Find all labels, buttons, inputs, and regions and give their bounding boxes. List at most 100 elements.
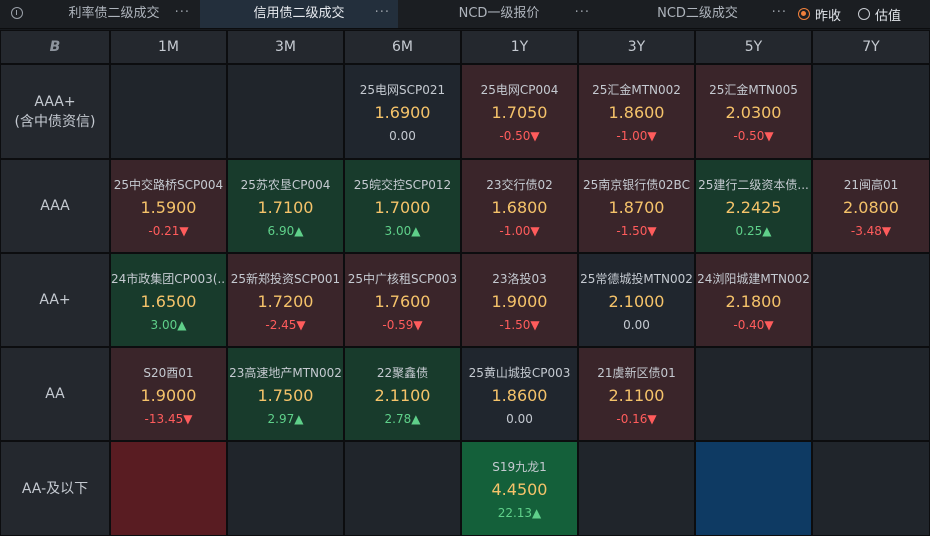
more-icon[interactable]: ··· (174, 5, 190, 20)
radio-checked-icon[interactable] (798, 8, 810, 20)
tab-ncd-secondary[interactable]: NCD二级成交 ··· (600, 0, 795, 28)
bond-yield: 1.7500 (257, 386, 314, 405)
bond-yield: 2.1100 (608, 386, 665, 405)
bond-quote-cell[interactable]: 25南京银行债02BC 1.8700 -1.50▼ (578, 159, 695, 253)
tab-ncd-primary-quote[interactable]: NCD一级报价 ··· (400, 0, 598, 28)
bond-yield: 1.7600 (374, 292, 431, 311)
bond-quote-cell[interactable]: 25汇金MTN002 1.8600 -1.00▼ (578, 64, 695, 159)
bond-quote-cell[interactable]: 24浏阳城建MTN002 2.1800 -0.40▼ (695, 253, 812, 347)
brand-logo-icon: B (49, 39, 61, 55)
column-header-5y[interactable]: 5Y (695, 30, 812, 64)
empty-cell (227, 64, 344, 159)
bond-quote-cell[interactable]: S20酉01 1.9000 -13.45▼ (110, 347, 227, 441)
bond-quote-cell[interactable]: 23高速地产MTN002 1.7500 2.97▲ (227, 347, 344, 441)
bond-quote-cell[interactable]: 25黄山城投CP003 1.8600 0.00 (461, 347, 578, 441)
rating-label: AA (45, 386, 65, 402)
bond-yield: 2.2425 (725, 198, 782, 217)
bond-yield-change: 0.00 (623, 318, 650, 332)
tab-credit-bond-secondary[interactable]: 信用债二级成交 ··· (200, 0, 398, 28)
bond-yield-change: -1.50▼ (499, 318, 540, 332)
tab-rate-bond-secondary[interactable]: 利率债二级成交 ··· (30, 0, 198, 28)
bond-quote-cell[interactable]: 25中交路桥SCP004 1.5900 -0.21▼ (110, 159, 227, 253)
bond-quote-cell[interactable]: S19九龙1 4.4500 22.13▲ (461, 441, 578, 536)
bond-name: 24市政集团CP003(... (111, 272, 227, 286)
column-header-6m[interactable]: 6M (344, 30, 461, 64)
bond-quote-cell[interactable]: 25常德城投MTN002 2.1000 0.00 (578, 253, 695, 347)
empty-cell (344, 441, 461, 536)
row-header-rating[interactable]: AAA+ (含中债资信) (0, 64, 110, 159)
bond-yield: 1.8600 (491, 386, 548, 405)
bond-name: 25汇金MTN002 (592, 83, 681, 97)
bond-name: 23洛投03 (492, 272, 547, 286)
column-header-7y[interactable]: 7Y (812, 30, 930, 64)
bond-quote-cell[interactable]: 25汇金MTN005 2.0300 -0.50▼ (695, 64, 812, 159)
bond-yield-change: -0.50▼ (499, 129, 540, 143)
column-header-label: 5Y (744, 39, 763, 55)
rating-label: AAA+ (34, 93, 76, 110)
radio-unchecked-icon[interactable] (858, 8, 870, 20)
bond-yield-change: -1.00▼ (499, 224, 540, 238)
bond-quote-cell[interactable]: 25苏农垦CP004 1.7100 6.90▲ (227, 159, 344, 253)
bond-yield-change: -0.50▼ (733, 129, 774, 143)
rating-label: AA+ (39, 292, 71, 308)
bond-yield-change: 2.78▲ (384, 412, 421, 426)
bond-name: 23高速地产MTN002 (229, 366, 342, 380)
row-header-rating[interactable]: AA+ (0, 253, 110, 347)
bond-name: S19九龙1 (492, 460, 547, 474)
empty-cell (812, 253, 930, 347)
empty-cell (110, 64, 227, 159)
bond-quote-cell[interactable]: 25电网SCP021 1.6900 0.00 (344, 64, 461, 159)
bond-yield: 1.7100 (257, 198, 314, 217)
bond-yield: 1.6500 (140, 292, 197, 311)
bond-quote-cell[interactable]: 21虞新区债01 2.1100 -0.16▼ (578, 347, 695, 441)
bond-quote-cell[interactable]: 21闽高01 2.0800 -3.48▼ (812, 159, 930, 253)
more-icon[interactable]: ··· (574, 5, 590, 20)
column-header-label: 3M (275, 39, 296, 55)
radio-estimate[interactable]: 估值 (858, 0, 901, 28)
column-header-3m[interactable]: 3M (227, 30, 344, 64)
bond-yield-change: -0.40▼ (733, 318, 774, 332)
bond-yield: 1.8600 (608, 103, 665, 122)
bond-quote-cell[interactable]: 22聚鑫债 2.1100 2.78▲ (344, 347, 461, 441)
column-header-label: 1M (158, 39, 179, 55)
column-header-3y[interactable]: 3Y (578, 30, 695, 64)
empty-cell (812, 441, 930, 536)
bond-name: 25苏农垦CP004 (240, 178, 331, 192)
empty-cell (110, 441, 227, 536)
rating-label: AA-及以下 (21, 480, 89, 497)
bond-quote-cell[interactable]: 25建行二级资本债... 2.2425 0.25▲ (695, 159, 812, 253)
column-header-1y[interactable]: 1Y (461, 30, 578, 64)
bond-yield-change: 22.13▲ (497, 506, 542, 520)
column-header-label: 7Y (862, 39, 880, 55)
bond-name: 23交行债02 (486, 178, 553, 192)
radio-prev-close[interactable]: 昨收 (798, 0, 841, 28)
bond-yield-change: -1.50▼ (616, 224, 657, 238)
bond-yield: 1.7000 (374, 198, 431, 217)
bond-quote-cell[interactable]: 23交行债02 1.6800 -1.00▼ (461, 159, 578, 253)
tab-label: 利率债二级成交 (68, 6, 160, 21)
column-header-1m[interactable]: 1M (110, 30, 227, 64)
bond-quote-cell[interactable]: 24市政集团CP003(... 1.6500 3.00▲ (110, 253, 227, 347)
bond-quote-cell[interactable]: 25皖交控SCP012 1.7000 3.00▲ (344, 159, 461, 253)
more-icon[interactable]: ··· (374, 5, 390, 20)
row-header-rating[interactable]: AAA (0, 159, 110, 253)
bond-name: 21虞新区债01 (597, 366, 676, 380)
more-icon[interactable]: ··· (771, 5, 787, 20)
empty-cell (695, 347, 812, 441)
bond-yield: 1.8700 (608, 198, 665, 217)
tab-label: NCD一级报价 (458, 6, 540, 21)
bond-yield: 1.9000 (140, 386, 197, 405)
bond-name: 25新郑投资SCP001 (230, 272, 341, 286)
bond-yield-change: -3.48▼ (850, 224, 892, 238)
info-icon[interactable] (11, 7, 23, 19)
column-header-label: 1Y (510, 39, 529, 55)
corner-logo-cell: B (0, 30, 110, 64)
bond-quote-cell[interactable]: 23洛投03 1.9000 -1.50▼ (461, 253, 578, 347)
bond-quote-cell[interactable]: 25电网CP004 1.7050 -0.50▼ (461, 64, 578, 159)
empty-cell (227, 441, 344, 536)
row-header-rating[interactable]: AA-及以下 (0, 441, 110, 536)
row-header-rating[interactable]: AA (0, 347, 110, 441)
rating-label: AAA (40, 198, 70, 214)
bond-quote-cell[interactable]: 25中广核租SCP003 1.7600 -0.59▼ (344, 253, 461, 347)
bond-quote-cell[interactable]: 25新郑投资SCP001 1.7200 -2.45▼ (227, 253, 344, 347)
